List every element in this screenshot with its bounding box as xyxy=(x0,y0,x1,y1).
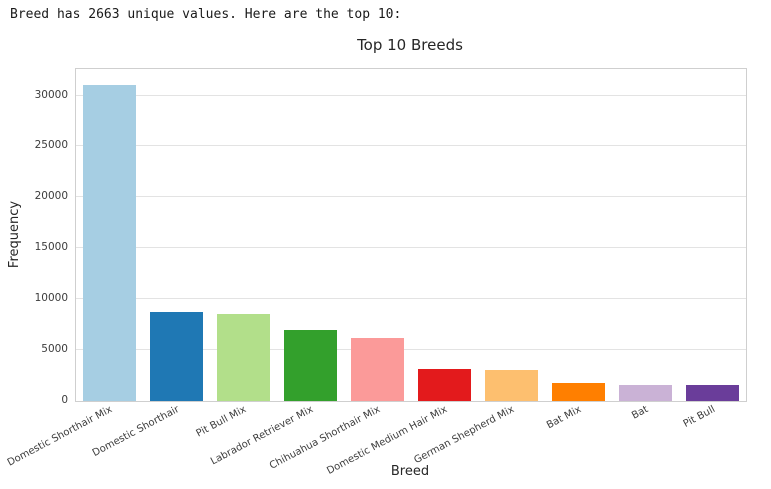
grid-line xyxy=(76,247,746,249)
bar-pit-bull xyxy=(685,385,740,401)
bar-domestic-shorthair-mix xyxy=(82,85,137,401)
y-tick-label: 25000 xyxy=(34,139,68,152)
y-tick-label: 30000 xyxy=(34,88,68,101)
y-tick-label: 10000 xyxy=(34,292,68,305)
x-axis-label: Breed xyxy=(390,464,430,479)
x-tick-label: Pit Bull Mix xyxy=(193,404,248,440)
x-tick-label: Pit Bull xyxy=(681,404,717,430)
bar-bat-mix xyxy=(551,383,606,401)
x-tick-label: Bat xyxy=(629,404,650,422)
summary-text: Breed has 2663 unique values. Here are t… xyxy=(10,7,402,22)
y-tick-label: 0 xyxy=(61,394,68,406)
y-tick-label: 5000 xyxy=(41,343,68,356)
y-tick-label: 20000 xyxy=(34,190,68,203)
bar-pit-bull-mix xyxy=(216,314,271,401)
bar-bat xyxy=(618,384,673,401)
grid-line xyxy=(76,196,746,198)
bar-domestic-medium-hair-mix xyxy=(417,369,472,401)
grid-line xyxy=(76,145,746,147)
bar-chihuahua-shorthair-mix xyxy=(350,337,405,401)
x-tick-label: Bat Mix xyxy=(544,404,583,432)
grid-line xyxy=(76,94,746,96)
bar-labrador-retriever-mix xyxy=(283,329,338,401)
y-tick-label: 15000 xyxy=(34,241,68,254)
x-tick-label: Chihuahua Shorthair Mix xyxy=(267,404,382,472)
plot-area xyxy=(75,68,747,402)
chart-title: Top 10 Breeds xyxy=(357,36,463,54)
bar-domestic-shorthair xyxy=(149,312,204,401)
grid-line xyxy=(76,349,746,351)
bar-german-shepherd-mix xyxy=(484,370,539,401)
grid-line xyxy=(76,298,746,300)
y-axis-label: Frequency xyxy=(7,200,23,268)
x-tick-label: Domestic Shorthair Mix xyxy=(5,404,114,469)
